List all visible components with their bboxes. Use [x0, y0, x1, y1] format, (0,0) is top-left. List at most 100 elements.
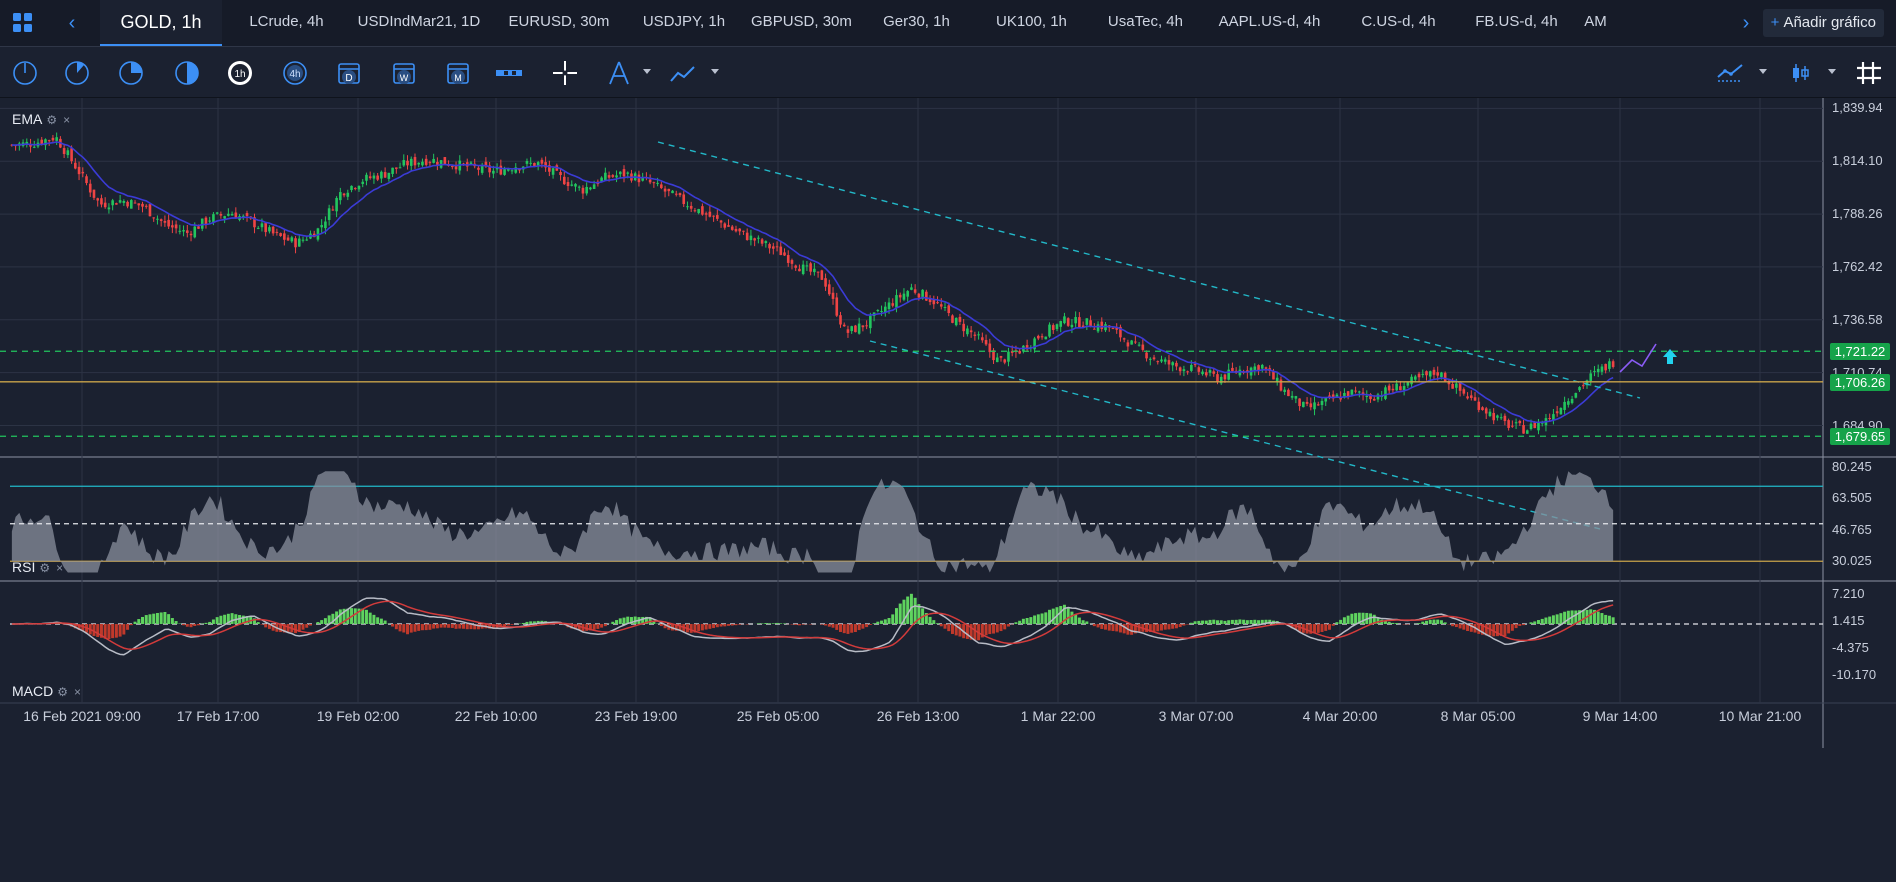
clock-half-icon[interactable] [172, 59, 202, 87]
candle-body [1305, 401, 1309, 404]
macd-histogram-bar [1383, 620, 1387, 624]
macd-histogram-bar [167, 614, 171, 624]
tab-usdjpy-1h[interactable]: USDJPY, 1h [642, 13, 726, 30]
crosshair-icon[interactable] [550, 59, 580, 87]
macd-histogram-bar [1439, 620, 1443, 624]
macd-signal-line [11, 600, 1614, 650]
macd-histogram-bar [383, 620, 387, 624]
candle-body [742, 230, 745, 232]
tab-lcrude-4h[interactable]: LCrude, 4h [249, 13, 324, 30]
macd-histogram-bar [137, 619, 141, 624]
macd-histogram-bar [525, 621, 529, 624]
timeframe-4h-icon[interactable]: 4h [280, 59, 310, 87]
add-chart-button[interactable]: + Añadir gráfico [1762, 9, 1884, 37]
candle-body [115, 203, 118, 205]
candle-body [1555, 411, 1559, 414]
macd-histogram-bar [622, 617, 626, 624]
chart-type-line-icon[interactable] [1716, 59, 1746, 87]
candle-body [809, 263, 812, 272]
scroll-tabs-right-icon[interactable]: › [1742, 12, 1750, 34]
chart-area[interactable]: EMA ⚙ × RSI ⚙ × MACD ⚙ × 1,839.94 1,814.10 1,788… [0, 98, 1896, 882]
macd-histogram-bar [473, 624, 477, 630]
candle-body [1518, 420, 1522, 424]
candle-body [1343, 392, 1346, 398]
macd-histogram-bar [510, 624, 514, 625]
macd-histogram-bar [1454, 624, 1458, 628]
macd-histogram-bar [1227, 620, 1231, 624]
candle-body [342, 193, 346, 196]
candle-body [1223, 374, 1227, 380]
clock-30-icon[interactable] [62, 59, 92, 87]
remove-indicator-icon[interactable]: × [74, 685, 82, 699]
trend-line-icon[interactable] [668, 59, 698, 87]
calendar-week-icon[interactable]: W [390, 59, 420, 87]
tab-c-us-d-4h[interactable]: C.US-d, 4h [1361, 13, 1436, 30]
tab-usdindmar21-1d[interactable]: USDIndMar21, 1D [357, 13, 481, 30]
candle-body [361, 181, 365, 184]
macd-histogram-bar [768, 623, 772, 624]
candle-body [1059, 321, 1063, 327]
chart-canvas[interactable] [0, 98, 1896, 882]
chart-type-dropdown-caret-icon[interactable] [1759, 69, 1767, 74]
clock-15-icon[interactable] [10, 59, 40, 87]
price-tick-label: 1,788.26 [1832, 206, 1883, 222]
macd-histogram-bar [1607, 615, 1611, 624]
tab-gold-1h[interactable]: GOLD, 1h [100, 0, 222, 46]
tab-aapl-us-d-4h[interactable]: AAPL.US-d, 4h [1218, 13, 1321, 30]
macd-histogram-bar [1160, 624, 1163, 631]
chart-style-candles-icon[interactable] [1786, 59, 1816, 87]
candle-body [1499, 417, 1503, 419]
macd-histogram-bar [521, 622, 525, 624]
chart-style-dropdown-caret-icon[interactable] [1828, 69, 1836, 74]
tab-usatec-4h[interactable]: UsaTec, 4h [1107, 13, 1183, 30]
candle-body [939, 304, 943, 307]
timeframe-1h-icon[interactable]: 1h [225, 59, 255, 87]
tab-gbpusd-30m[interactable]: GBPUSD, 30m [751, 13, 852, 30]
settings-gear-icon[interactable]: ⚙ [46, 113, 58, 127]
candle-body [760, 239, 764, 244]
candle-body [1130, 340, 1133, 345]
candle-body [1216, 374, 1219, 382]
candle-body [1010, 351, 1014, 353]
macd-histogram-bar [1186, 624, 1190, 625]
tab-uk100-1h[interactable]: UK100, 1h [996, 13, 1067, 30]
tab-am[interactable]: AM [1584, 13, 1607, 30]
settings-gear-icon[interactable]: ⚙ [57, 685, 68, 699]
scroll-tabs-left-icon[interactable]: ‹ [68, 12, 76, 34]
candle-body [320, 225, 323, 228]
macd-histogram-bar [969, 624, 973, 640]
calendar-month-icon[interactable]: M [444, 59, 474, 87]
drawing-tools-icon[interactable] [604, 59, 634, 87]
candle-body [1458, 381, 1462, 391]
candle-body [204, 217, 208, 225]
resistance-price-tag: 1,721.22 [1830, 343, 1890, 361]
remove-indicator-icon[interactable]: × [63, 113, 71, 127]
apps-grid-icon[interactable] [12, 12, 34, 34]
macd-histogram-bar [1492, 624, 1496, 637]
macd-histogram-bar [99, 624, 103, 638]
calendar-day-icon[interactable]: D [335, 59, 365, 87]
candle-body [417, 162, 421, 165]
range-bars-icon[interactable] [494, 59, 524, 87]
macd-histogram-bar [282, 624, 286, 633]
clock-45-icon[interactable] [116, 59, 146, 87]
tab-fb-us-d-4h[interactable]: FB.US-d, 4h [1475, 13, 1558, 30]
remove-indicator-icon[interactable]: × [56, 561, 64, 575]
candle-body [652, 182, 656, 184]
macd-histogram-bar [1477, 624, 1481, 634]
tab-ger30-1h[interactable]: Ger30, 1h [883, 13, 950, 30]
drawing-tools-dropdown-caret-icon[interactable] [643, 69, 651, 74]
macd-histogram-bar [182, 624, 186, 626]
macd-histogram-bar [906, 596, 910, 624]
candle-body [514, 167, 518, 173]
macd-histogram-bar [973, 624, 977, 641]
grid-icon[interactable] [1854, 59, 1884, 87]
candle-body [118, 200, 122, 203]
trend-line-dropdown-caret-icon[interactable] [711, 69, 719, 74]
tab-eurusd-30m[interactable]: EURUSD, 30m [508, 13, 610, 30]
macd-histogram-bar [1536, 620, 1540, 624]
settings-gear-icon[interactable]: ⚙ [39, 561, 51, 575]
svg-text:D: D [345, 73, 352, 84]
candle-body [159, 219, 163, 221]
candle-body [324, 221, 327, 229]
